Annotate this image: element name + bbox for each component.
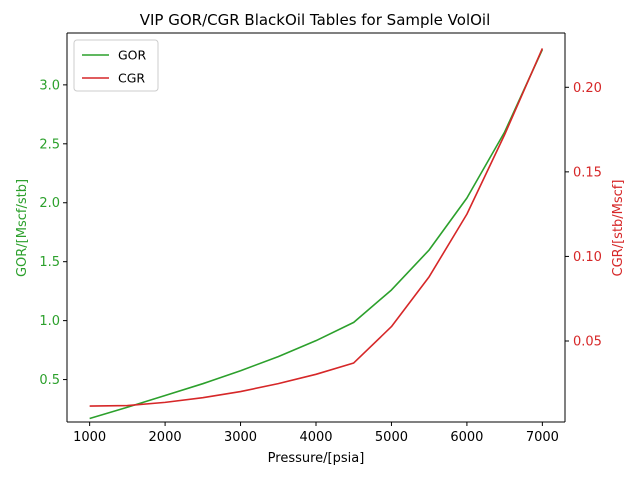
- series-line-gor: [89, 49, 544, 420]
- x-tick-label: 3000: [224, 430, 257, 445]
- legend-label-cgr: CGR: [118, 71, 145, 86]
- right-y-axis-label: CGR/[stb/Mscf]: [611, 180, 626, 277]
- right-y-tick-label: 0.20: [573, 81, 602, 96]
- series-lines: [89, 48, 544, 420]
- legend-label-gor: GOR: [118, 48, 147, 63]
- x-tick-label: 5000: [375, 430, 408, 445]
- plot-frame: [66, 32, 566, 423]
- chart-title: VIP GOR/CGR BlackOil Tables for Sample V…: [140, 11, 491, 29]
- left-y-tick-label: 2.0: [39, 196, 60, 211]
- x-tick-label: 2000: [149, 430, 182, 445]
- left-y-tick-label: 3.0: [39, 78, 60, 93]
- right-y-axis-ticks: 0.05 0.10 0.15 0.20: [565, 81, 602, 349]
- left-y-axis-label: GOR/[Mscf/stb]: [15, 179, 30, 277]
- series-line-cgr: [89, 48, 544, 407]
- left-y-tick-label: 0.5: [39, 373, 60, 388]
- x-tick-label: 7000: [526, 430, 559, 445]
- left-y-tick-label: 1.0: [39, 314, 60, 329]
- x-tick-label: 4000: [299, 430, 332, 445]
- left-y-axis-ticks: 0.5 1.0 1.5 2.0 2.5 3.0: [39, 78, 67, 388]
- left-y-tick-label: 1.5: [39, 255, 60, 270]
- x-axis-label: Pressure/[psia]: [268, 451, 365, 466]
- right-y-tick-label: 0.15: [573, 165, 602, 180]
- x-axis-ticks: 1000 2000 3000 4000 5000 6000 7000: [73, 422, 559, 445]
- legend: GOR CGR: [73, 39, 159, 92]
- plot-area: [67, 33, 565, 422]
- left-y-tick-label: 2.5: [39, 137, 60, 152]
- x-tick-label: 1000: [73, 430, 106, 445]
- right-y-tick-label: 0.05: [573, 334, 602, 349]
- right-y-tick-label: 0.10: [573, 250, 602, 265]
- x-tick-label: 6000: [450, 430, 483, 445]
